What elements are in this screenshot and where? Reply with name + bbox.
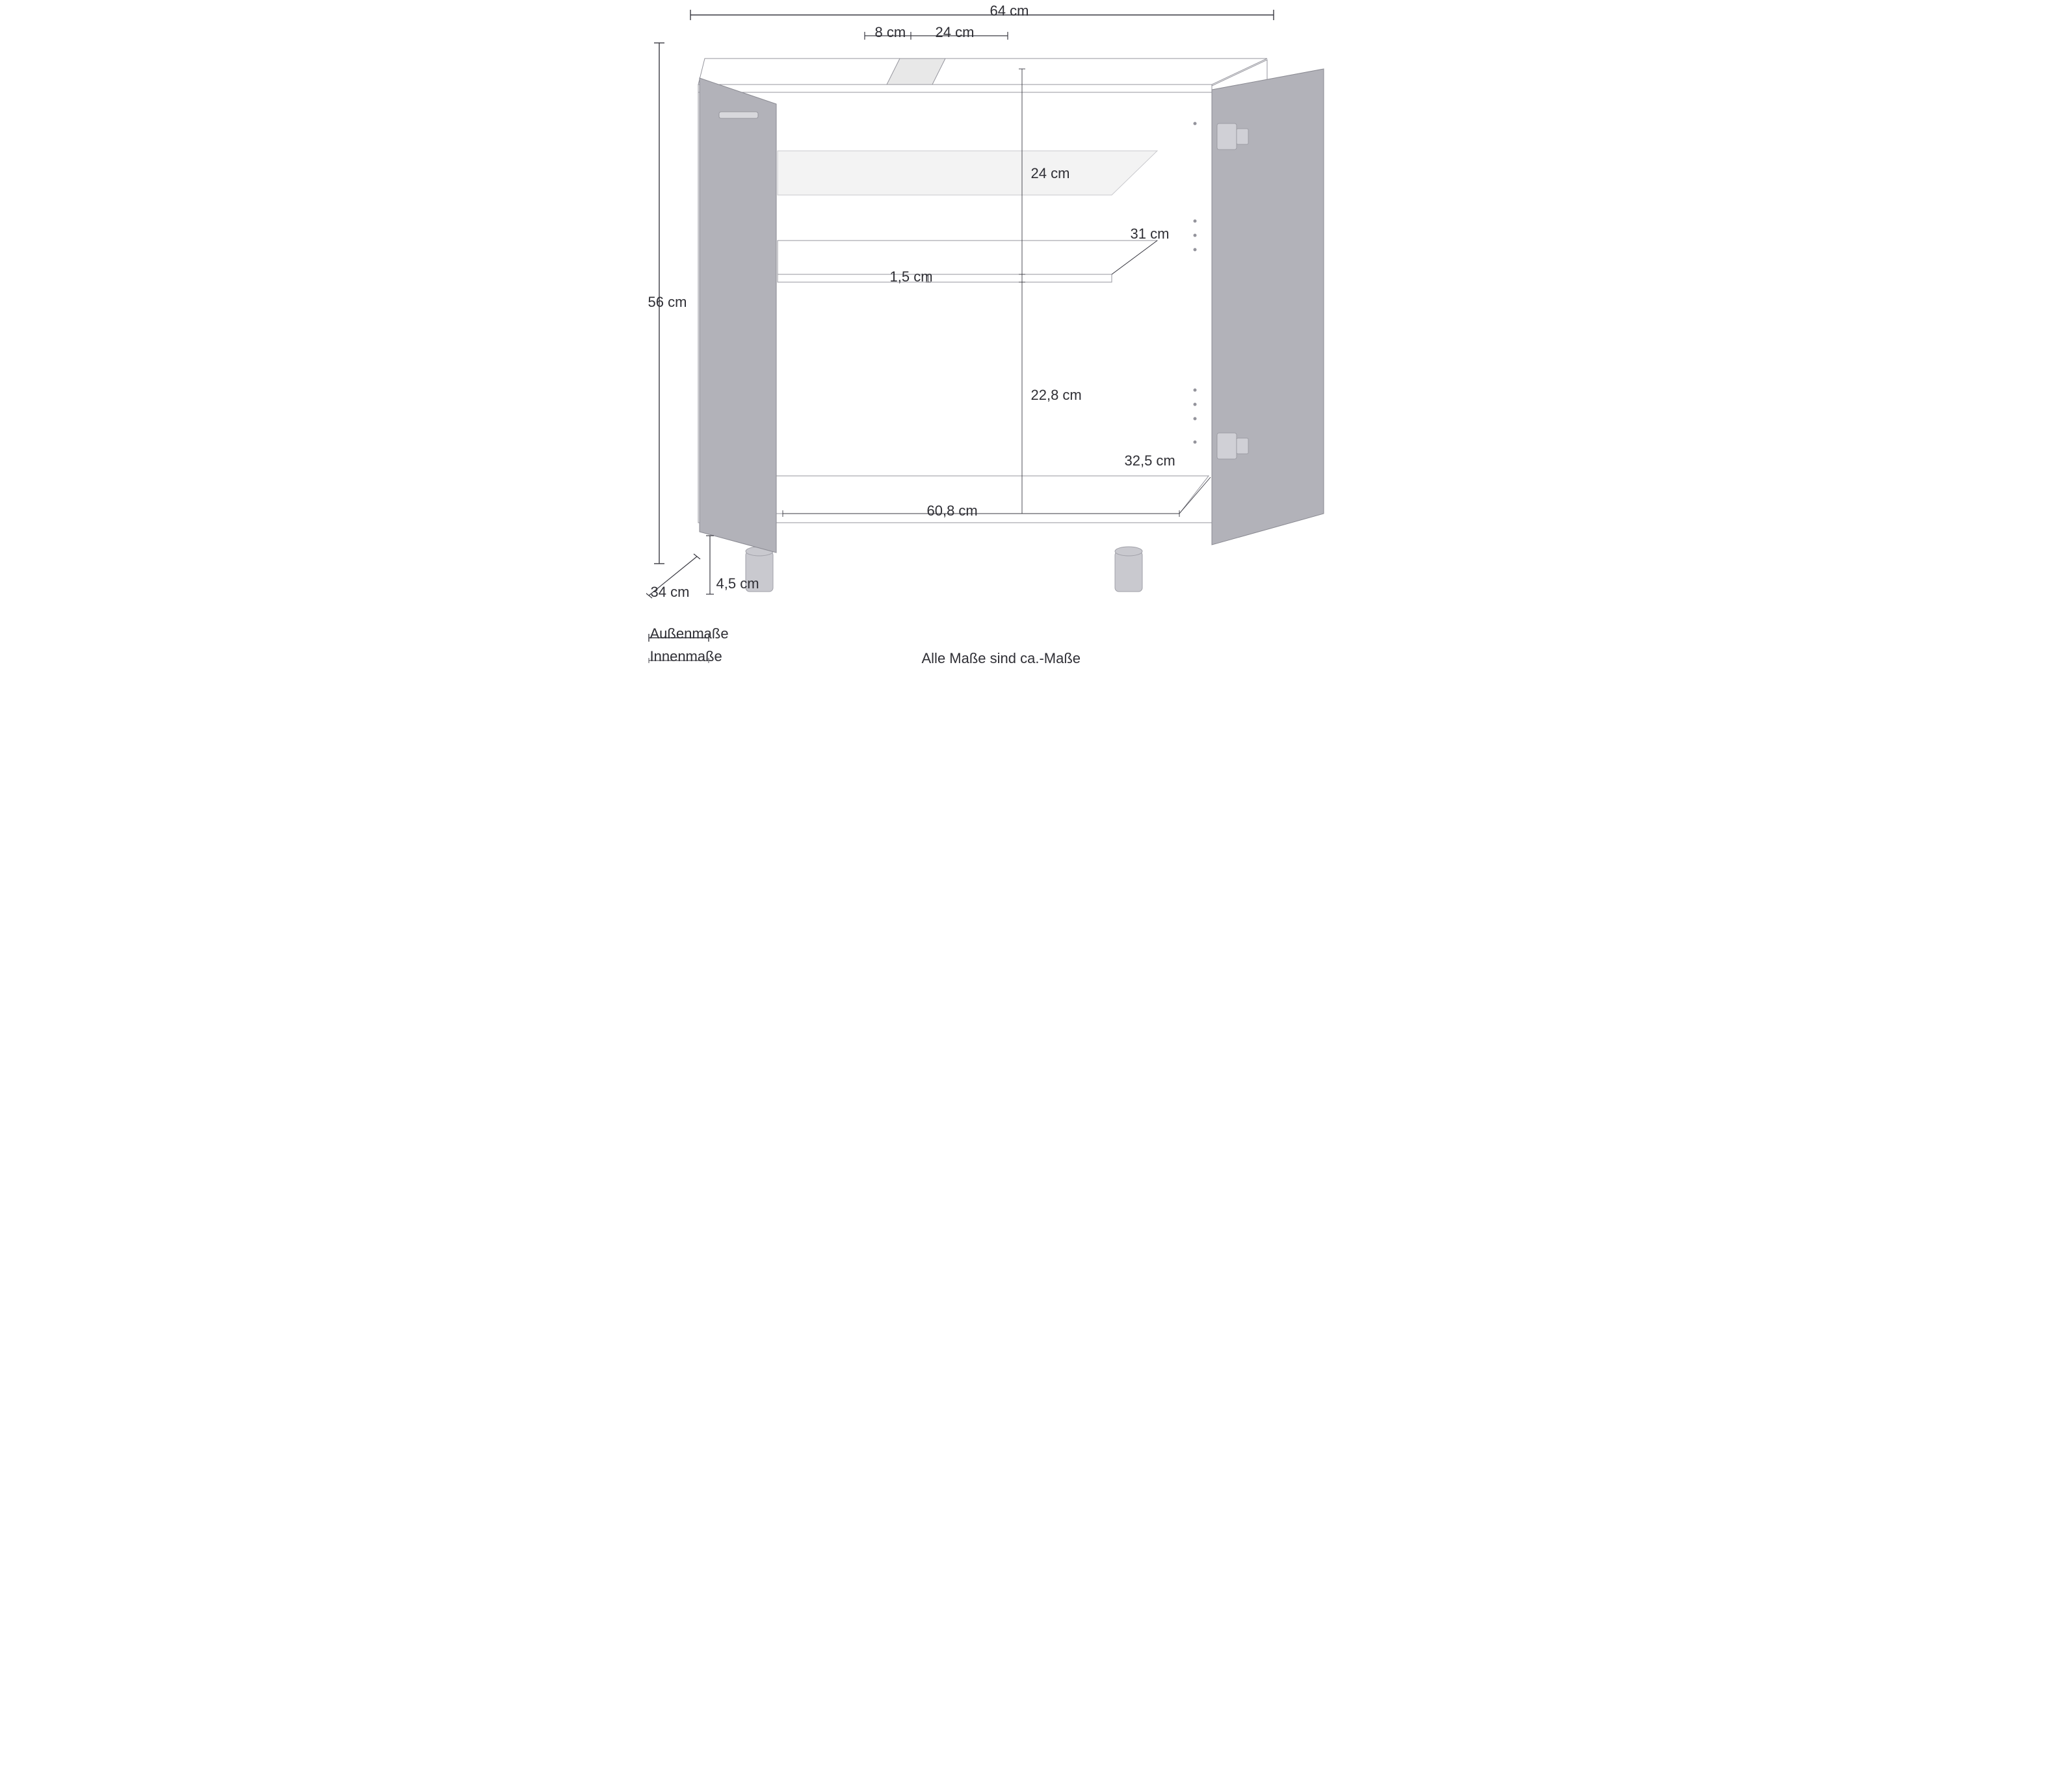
dim-cutout-offset: 24 cm	[936, 24, 975, 41]
dim-total-width: 64 cm	[990, 3, 1029, 20]
dim-depth: 34 cm	[651, 584, 690, 601]
diagram-svg	[646, 0, 1426, 670]
footer-note: Alle Maße sind ca.-Maße	[922, 650, 1081, 667]
dim-upper-inner-h: 24 cm	[1031, 165, 1070, 182]
diagram-canvas: 64 cm 8 cm 24 cm 56 cm 34 cm 4,5 cm 24 c…	[646, 0, 1426, 670]
legend-inner: Innenmaße	[650, 648, 722, 665]
legend-outer: Außenmaße	[650, 625, 729, 642]
dim-cutout-width: 8 cm	[875, 24, 906, 41]
dim-total-height: 56 cm	[648, 294, 687, 311]
dim-shelf-thk: 1,5 cm	[890, 268, 933, 285]
dim-leg-height: 4,5 cm	[716, 575, 759, 592]
dim-floor-depth: 32,5 cm	[1125, 452, 1175, 469]
dim-inner-width: 60,8 cm	[927, 503, 978, 519]
dim-lower-inner-h: 22,8 cm	[1031, 387, 1082, 404]
dim-shelf-depth: 31 cm	[1131, 226, 1170, 242]
